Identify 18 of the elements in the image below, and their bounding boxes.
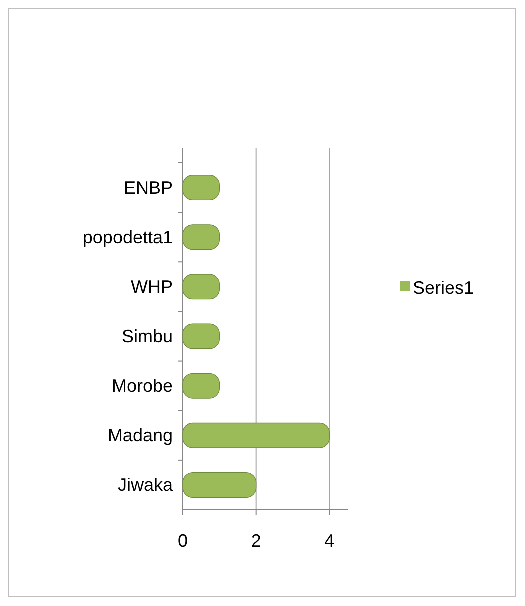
x-tick-label: 0 bbox=[178, 531, 188, 551]
y-tick-label: Jiwaka bbox=[118, 475, 174, 496]
y-tick-label: Morobe bbox=[112, 376, 173, 396]
bar bbox=[182, 175, 220, 201]
y-tick-label: Simbu bbox=[122, 326, 173, 346]
legend-label: Series1 bbox=[413, 278, 474, 298]
x-tick-label: 2 bbox=[251, 531, 262, 551]
bar bbox=[182, 373, 220, 399]
bar bbox=[182, 324, 220, 350]
x-tick-label: 4 bbox=[324, 531, 335, 551]
y-tick-label: Madang bbox=[108, 426, 173, 446]
y-tick-label: popodetta1 bbox=[82, 227, 173, 248]
bar bbox=[182, 274, 220, 300]
bar bbox=[182, 472, 257, 498]
y-tick-label: WHP bbox=[131, 276, 173, 297]
y-tick-label: ENBP bbox=[124, 178, 173, 198]
bar bbox=[182, 422, 330, 448]
bar bbox=[182, 224, 220, 250]
